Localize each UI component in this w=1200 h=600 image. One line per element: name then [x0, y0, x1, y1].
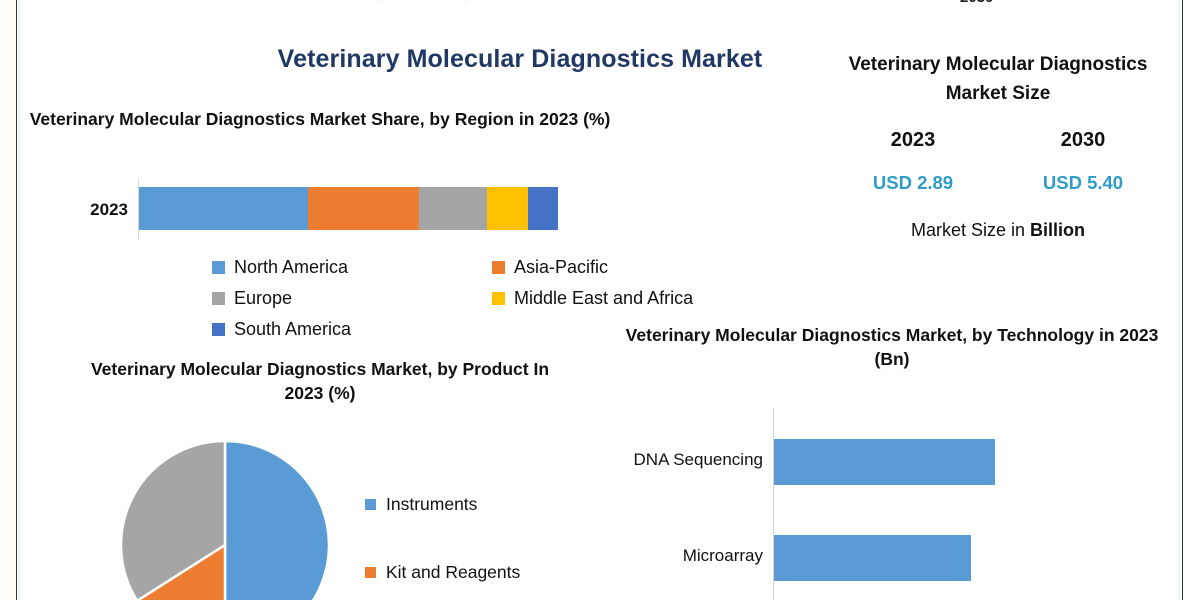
product-share-chart: Veterinary Molecular Diagnostics Market,…	[40, 358, 600, 600]
legend-swatch-icon	[492, 292, 505, 305]
market-size-values: USD 2.89 USD 5.40	[828, 172, 1168, 194]
clipped-top-right-year: 2030	[960, 0, 1080, 5]
legend-item: Kit and Reagents	[365, 538, 595, 600]
legend-item: Asia-Pacific	[492, 252, 772, 283]
legend-label: Europe	[234, 288, 293, 308]
region-share-legend: North America Asia-Pacific Europe Middle Ea…	[212, 252, 772, 345]
page-title: Veterinary Molecular Diagnostics Market	[277, 45, 763, 73]
product-share-legend: Instruments Kit and Reagents	[365, 470, 595, 600]
frame-inner-left	[18, 0, 20, 600]
frame-border-right	[1182, 0, 1183, 600]
region-share-category-label: 2023	[90, 200, 128, 219]
frame-border-left	[16, 0, 17, 600]
technology-bar-row: Microarray	[683, 535, 972, 581]
technology-bar-dna-sequencing	[774, 439, 995, 485]
technology-title: Veterinary Molecular Diagnostics Market,…	[625, 325, 1159, 369]
region-segment-middle-east-and-africa	[486, 187, 528, 230]
region-segment-south-america	[527, 187, 558, 230]
market-size-year: 2023	[890, 128, 936, 151]
technology-plot: DNA Sequencing Microarray	[634, 408, 1173, 600]
market-size-title: Veterinary Molecular Diagnostics Market …	[848, 54, 1148, 105]
technology-chart: Veterinary Molecular Diagnostics Market,…	[600, 324, 1180, 600]
legend-swatch-icon	[212, 323, 225, 336]
region-share-title: Veterinary Molecular Diagnostics Market …	[29, 109, 611, 129]
region-share-stacked-bar	[139, 187, 558, 230]
legend-item: Europe	[212, 283, 492, 314]
market-size-years: 2023 2030	[828, 129, 1168, 152]
legend-label: Middle East and Africa	[514, 288, 694, 308]
product-share-pie-wrap	[118, 438, 333, 600]
technology-bar-microarray	[774, 535, 972, 581]
market-size-value: USD 2.89	[872, 171, 954, 193]
legend-item: Instruments	[365, 470, 595, 538]
region-share-plot: 2023	[90, 178, 638, 240]
product-share-pie	[119, 439, 331, 600]
pie-slice-instruments	[223, 439, 331, 600]
legend-label: North America	[234, 257, 349, 277]
market-size-panel: Veterinary Molecular Diagnostics Market …	[828, 50, 1168, 290]
technology-bar-row: DNA Sequencing	[634, 439, 995, 485]
legend-label: Asia-Pacific	[514, 257, 609, 277]
region-segment-asia-pacific	[307, 187, 419, 230]
legend-item: Middle East and Africa	[492, 283, 772, 314]
region-segment-north-america	[139, 187, 308, 230]
legend-swatch-icon	[212, 261, 225, 274]
legend-swatch-icon	[365, 498, 376, 510]
technology-category-label: DNA Sequencing	[633, 450, 763, 469]
market-size-year: 2030	[1060, 128, 1106, 151]
legend-label: Instruments	[386, 493, 478, 514]
legend-label: South America	[234, 319, 352, 339]
left-edge-gradient	[0, 0, 16, 600]
technology-axis	[773, 408, 774, 600]
clipped-top-text: Veterinary Molecular Diagnostics Market	[330, 0, 890, 5]
market-size-footnote: Market Size in Billion	[828, 220, 1168, 241]
market-size-footnote-prefix: Market Size in	[910, 219, 1031, 240]
region-segment-europe	[418, 187, 487, 230]
market-size-footnote-unit: Billion	[1030, 219, 1086, 240]
region-share-chart: Veterinary Molecular Diagnostics Market …	[30, 108, 693, 343]
legend-swatch-icon	[212, 292, 225, 305]
legend-swatch-icon	[365, 566, 376, 578]
pie-slice-other	[119, 439, 227, 600]
region-share-axis	[138, 178, 139, 240]
legend-item: North America	[212, 252, 492, 283]
product-share-title: Veterinary Molecular Diagnostics Market,…	[90, 359, 550, 403]
legend-swatch-icon	[492, 261, 505, 274]
technology-category-label: Microarray	[682, 546, 763, 565]
frame-inner-right	[1178, 0, 1180, 600]
legend-label: Kit and Reagents	[386, 561, 521, 582]
legend-item: South America	[212, 314, 492, 345]
market-size-value: USD 5.40	[1042, 171, 1124, 193]
